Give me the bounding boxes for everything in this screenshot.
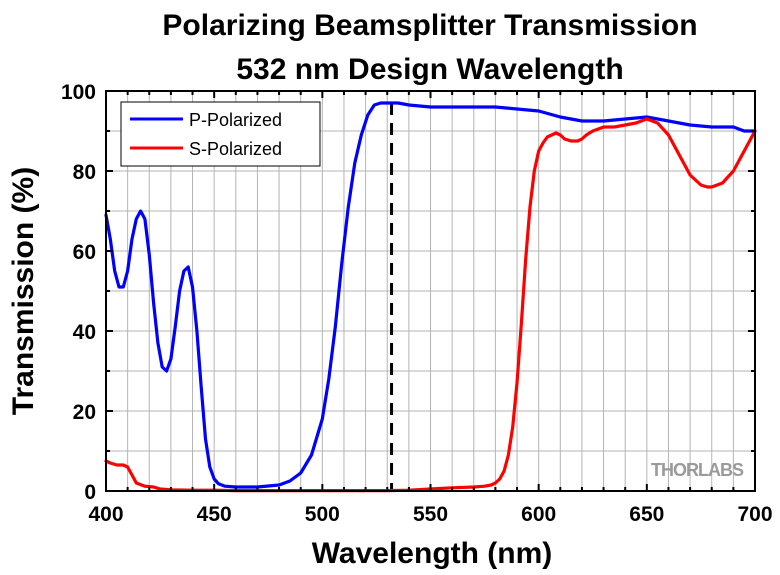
legend: P-Polarized S-Polarized <box>120 101 321 167</box>
y-tick-label: 80 <box>73 161 96 184</box>
thorlabs-watermark: THORLABS <box>651 460 744 480</box>
x-tick-label: 450 <box>197 503 232 526</box>
chart-title: Polarizing Beamsplitter Transmission <box>162 9 697 42</box>
x-tick-label: 400 <box>88 503 123 526</box>
axis-tick-labels: 400 450 500 550 600 650 700 0 20 40 60 80 100 <box>61 81 773 526</box>
axis-ticks <box>105 90 756 492</box>
y-tick-label: 60 <box>73 241 96 264</box>
chart-subtitle: 532 nm Design Wavelength <box>236 53 623 86</box>
x-tick-label: 700 <box>737 503 772 526</box>
y-tick-label: 100 <box>61 81 96 104</box>
legend-label-p-polarized: P-Polarized <box>189 110 282 130</box>
x-tick-label: 650 <box>629 503 664 526</box>
y-tick-label: 0 <box>84 481 96 504</box>
x-axis-label: Wavelength (nm) <box>312 537 553 570</box>
y-axis-label: Transmission (%) <box>7 167 40 415</box>
y-tick-label: 40 <box>73 321 96 344</box>
x-tick-label: 550 <box>413 503 448 526</box>
series-line-p-polarized <box>104 101 757 489</box>
x-tick-label: 500 <box>305 503 340 526</box>
legend-label-s-polarized: S-Polarized <box>189 139 282 159</box>
y-tick-label: 20 <box>73 401 96 424</box>
legend-box <box>120 101 321 167</box>
x-tick-label: 600 <box>521 503 556 526</box>
